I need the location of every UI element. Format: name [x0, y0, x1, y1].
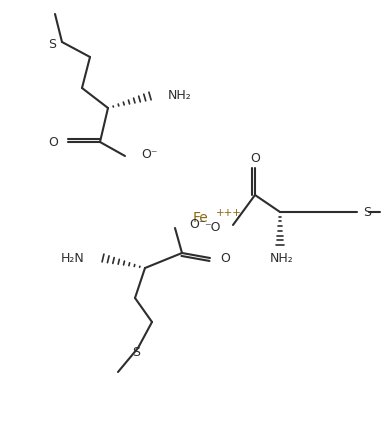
Text: O⁻: O⁻: [189, 218, 205, 230]
Text: ⁻O: ⁻O: [204, 221, 221, 233]
Text: +++: +++: [216, 208, 242, 218]
Text: S: S: [132, 346, 140, 359]
Text: NH₂: NH₂: [270, 252, 294, 264]
Text: O: O: [220, 252, 230, 264]
Text: O: O: [250, 153, 260, 165]
Text: S: S: [48, 37, 56, 51]
Text: O⁻: O⁻: [141, 148, 158, 162]
Text: H₂N: H₂N: [61, 252, 85, 264]
Text: NH₂: NH₂: [168, 88, 192, 102]
Text: O: O: [48, 136, 58, 148]
Text: Fe: Fe: [192, 211, 208, 225]
Text: S: S: [363, 206, 371, 218]
